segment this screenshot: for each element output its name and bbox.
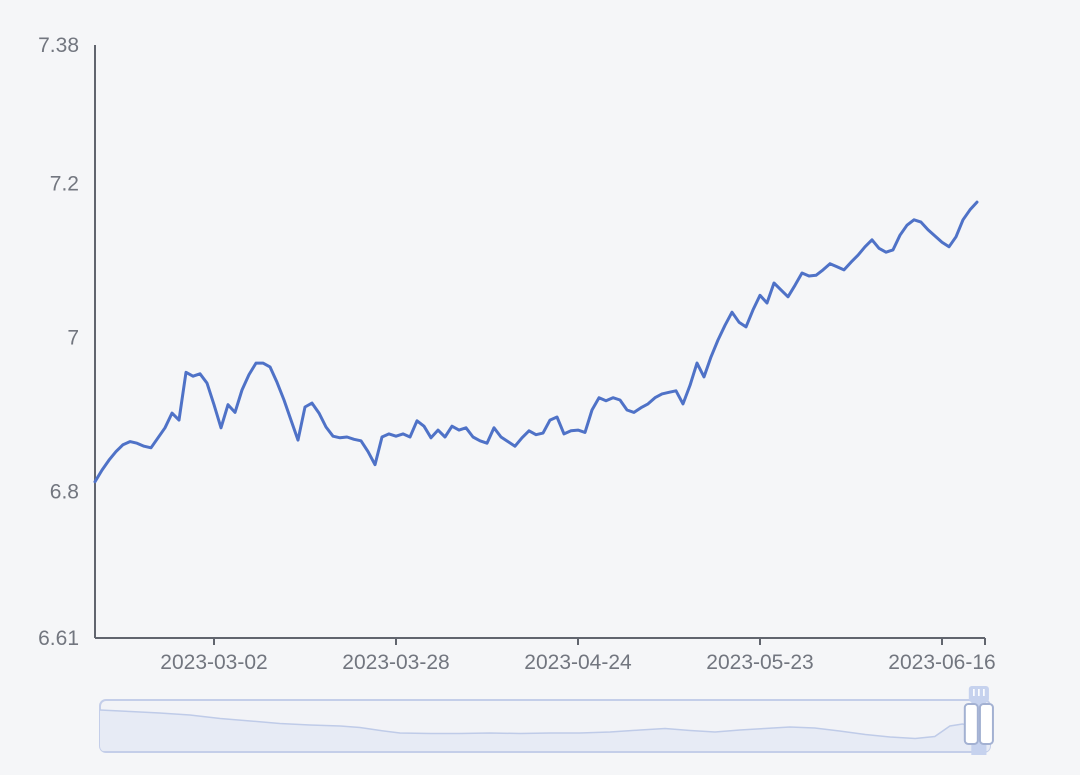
exchange-rate-series-line <box>93 200 979 484</box>
y-axis-label: 7 <box>67 327 79 350</box>
plot-area[interactable] <box>95 45 985 638</box>
datazoom-minimap-area <box>100 710 990 751</box>
datazoom-handle-right[interactable] <box>978 703 994 745</box>
y-axis-label: 7.38 <box>38 34 79 57</box>
y-axis-label: 6.61 <box>38 627 79 650</box>
x-axis-label: 2023-05-23 <box>706 651 813 674</box>
datazoom-minimap-line <box>100 709 990 740</box>
x-axis-label: 2023-06-16 <box>888 651 995 674</box>
y-axis-label: 7.2 <box>50 173 79 196</box>
x-axis-label: 2023-03-28 <box>342 651 449 674</box>
datazoom-handle-left[interactable] <box>963 703 979 745</box>
x-axis-label: 2023-03-02 <box>160 651 267 674</box>
x-axis-label: 2023-04-24 <box>524 651 632 674</box>
y-axis-label: 6.8 <box>50 481 79 504</box>
